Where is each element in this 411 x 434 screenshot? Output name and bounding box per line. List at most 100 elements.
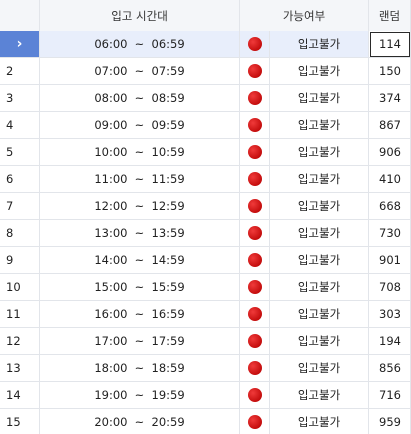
random-value-cell[interactable]: 867 — [369, 112, 411, 139]
random-value-cell[interactable]: 114 — [369, 31, 411, 58]
table-row[interactable]: 11 16:00 ~16:59 입고불가 303 — [0, 301, 411, 328]
status-indicator-cell[interactable] — [240, 382, 270, 409]
random-value-cell[interactable]: 410 — [369, 166, 411, 193]
random-value-cell[interactable]: 194 — [369, 328, 411, 355]
status-indicator-cell[interactable] — [240, 274, 270, 301]
status-indicator-cell[interactable] — [240, 139, 270, 166]
availability-cell[interactable]: 입고불가 — [270, 58, 369, 85]
row-number[interactable]: 11 — [0, 301, 40, 328]
availability-cell[interactable]: 입고불가 — [270, 85, 369, 112]
time-range-cell[interactable]: 11:00 ~11:59 — [40, 166, 240, 193]
status-indicator-cell[interactable] — [240, 220, 270, 247]
random-value-cell[interactable]: 716 — [369, 382, 411, 409]
status-indicator-cell[interactable] — [240, 85, 270, 112]
time-range-cell[interactable]: 08:00 ~08:59 — [40, 85, 240, 112]
random-value-cell[interactable]: 150 — [369, 58, 411, 85]
random-value-cell[interactable]: 730 — [369, 220, 411, 247]
row-number[interactable]: 5 — [0, 139, 40, 166]
random-value-cell[interactable]: 668 — [369, 193, 411, 220]
table-row[interactable]: 10 15:00 ~15:59 입고불가 708 — [0, 274, 411, 301]
table-row[interactable]: 2 07:00 ~07:59 입고불가 150 — [0, 58, 411, 85]
status-indicator-cell[interactable] — [240, 247, 270, 274]
time-range-cell[interactable]: 12:00 ~12:59 — [40, 193, 240, 220]
time-range-cell[interactable]: 17:00 ~17:59 — [40, 328, 240, 355]
time-range-cell[interactable]: 07:00 ~07:59 — [40, 58, 240, 85]
row-number[interactable]: 8 — [0, 220, 40, 247]
random-value-cell[interactable]: 906 — [369, 139, 411, 166]
random-value-cell[interactable]: 901 — [369, 247, 411, 274]
red-status-dot-icon — [247, 280, 262, 294]
availability-cell[interactable]: 입고불가 — [270, 274, 369, 301]
row-number[interactable]: 13 — [0, 355, 40, 382]
status-indicator-cell[interactable] — [240, 328, 270, 355]
time-range-cell[interactable]: 19:00 ~19:59 — [40, 382, 240, 409]
row-number[interactable]: 10 — [0, 274, 40, 301]
random-value-cell[interactable]: 856 — [369, 355, 411, 382]
time-range-cell[interactable]: 09:00 ~09:59 — [40, 112, 240, 139]
row-number[interactable]: 12 — [0, 328, 40, 355]
red-status-dot-icon — [247, 361, 262, 375]
row-number[interactable]: 4 — [0, 112, 40, 139]
row-number[interactable]: 3 — [0, 85, 40, 112]
row-number[interactable]: 9 — [0, 247, 40, 274]
table-row[interactable]: 9 14:00 ~14:59 입고불가 901 — [0, 247, 411, 274]
time-end: 14:59 — [151, 253, 185, 267]
row-selector-indicator[interactable]: › — [0, 31, 40, 58]
availability-cell[interactable]: 입고불가 — [270, 220, 369, 247]
status-indicator-cell[interactable] — [240, 58, 270, 85]
status-indicator-cell[interactable] — [240, 409, 270, 434]
status-indicator-cell[interactable] — [240, 193, 270, 220]
availability-cell[interactable]: 입고불가 — [270, 355, 369, 382]
time-separator: ~ — [134, 118, 145, 132]
status-indicator-cell[interactable] — [240, 166, 270, 193]
row-number[interactable]: 2 — [0, 58, 40, 85]
random-value-cell[interactable]: 708 — [369, 274, 411, 301]
availability-cell[interactable]: 입고불가 — [270, 193, 369, 220]
red-status-dot-icon — [247, 118, 262, 132]
availability-cell[interactable]: 입고불가 — [270, 409, 369, 434]
row-number[interactable]: 7 — [0, 193, 40, 220]
random-value-cell[interactable]: 959 — [369, 409, 411, 434]
time-range-cell[interactable]: 16:00 ~16:59 — [40, 301, 240, 328]
header-availability[interactable]: 가능여부 — [240, 0, 369, 31]
table-row[interactable]: 15 20:00 ~20:59 입고불가 959 — [0, 409, 411, 434]
status-indicator-cell[interactable] — [240, 112, 270, 139]
availability-cell[interactable]: 입고불가 — [270, 247, 369, 274]
table-row[interactable]: 14 19:00 ~19:59 입고불가 716 — [0, 382, 411, 409]
header-random[interactable]: 랜덤 — [369, 0, 411, 31]
time-range-cell[interactable]: 10:00 ~10:59 — [40, 139, 240, 166]
time-range-cell[interactable]: 15:00 ~15:59 — [40, 274, 240, 301]
random-value-cell[interactable]: 303 — [369, 301, 411, 328]
table-row[interactable]: 8 13:00 ~13:59 입고불가 730 — [0, 220, 411, 247]
time-start: 10:00 — [94, 145, 128, 159]
row-number[interactable]: 14 — [0, 382, 40, 409]
time-range-cell[interactable]: 13:00 ~13:59 — [40, 220, 240, 247]
table-row[interactable]: 6 11:00 ~11:59 입고불가 410 — [0, 166, 411, 193]
table-row[interactable]: 13 18:00 ~18:59 입고불가 856 — [0, 355, 411, 382]
header-time[interactable]: 입고 시간대 — [40, 0, 240, 31]
status-indicator-cell[interactable] — [240, 301, 270, 328]
time-separator: ~ — [134, 307, 145, 321]
availability-cell[interactable]: 입고불가 — [270, 382, 369, 409]
time-range-cell[interactable]: 20:00 ~20:59 — [40, 409, 240, 434]
availability-cell[interactable]: 입고불가 — [270, 328, 369, 355]
random-value-cell[interactable]: 374 — [369, 85, 411, 112]
table-row[interactable]: 4 09:00 ~09:59 입고불가 867 — [0, 112, 411, 139]
availability-cell[interactable]: 입고불가 — [270, 112, 369, 139]
time-range-cell[interactable]: 14:00 ~14:59 — [40, 247, 240, 274]
time-range-cell[interactable]: 18:00 ~18:59 — [40, 355, 240, 382]
availability-cell[interactable]: 입고불가 — [270, 166, 369, 193]
status-indicator-cell[interactable] — [240, 355, 270, 382]
row-number[interactable]: 6 — [0, 166, 40, 193]
table-row[interactable]: 3 08:00 ~08:59 입고불가 374 — [0, 85, 411, 112]
time-range-cell[interactable]: 06:00 ~06:59 — [40, 31, 240, 58]
row-number[interactable]: 15 — [0, 409, 40, 434]
table-row[interactable]: 7 12:00 ~12:59 입고불가 668 — [0, 193, 411, 220]
table-row[interactable]: › 06:00 ~06:59 입고불가 114 — [0, 31, 411, 58]
availability-cell[interactable]: 입고불가 — [270, 301, 369, 328]
table-row[interactable]: 12 17:00 ~17:59 입고불가 194 — [0, 328, 411, 355]
table-row[interactable]: 5 10:00 ~10:59 입고불가 906 — [0, 139, 411, 166]
availability-cell[interactable]: 입고불가 — [270, 31, 369, 58]
availability-cell[interactable]: 입고불가 — [270, 139, 369, 166]
status-indicator-cell[interactable] — [240, 31, 270, 58]
